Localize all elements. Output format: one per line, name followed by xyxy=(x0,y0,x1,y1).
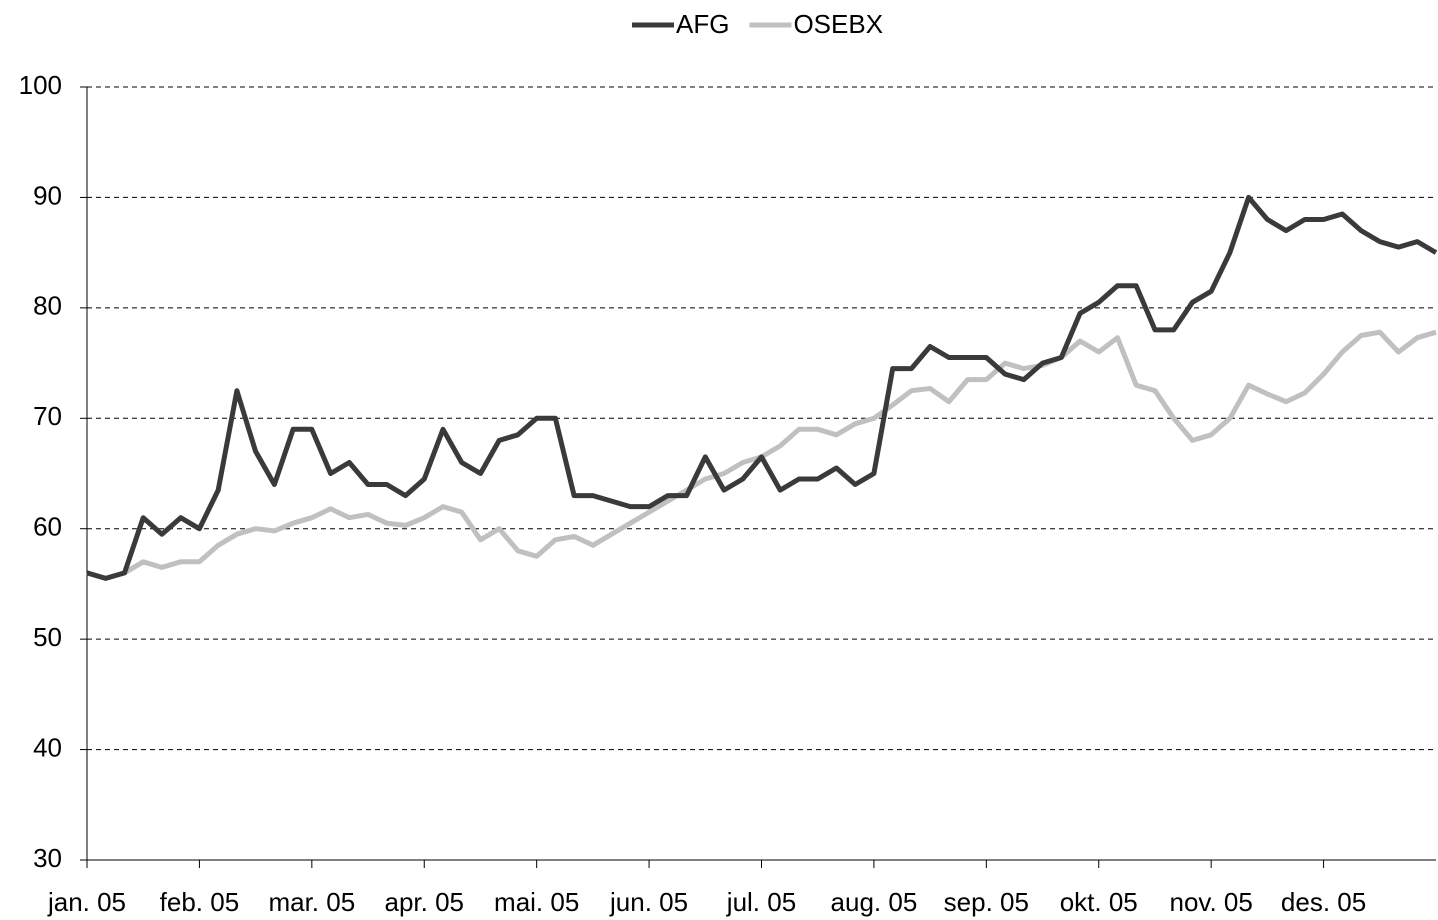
x-tick-label: jun. 05 xyxy=(609,887,688,917)
y-tick-label: 60 xyxy=(33,512,62,542)
y-tick-label: 50 xyxy=(33,622,62,652)
x-tick-label: nov. 05 xyxy=(1169,887,1252,917)
x-tick-label: aug. 05 xyxy=(831,887,918,917)
series-line xyxy=(86,194,1438,581)
x-tick-label: feb. 05 xyxy=(160,887,240,917)
y-tick-label: 90 xyxy=(33,180,62,210)
legend-label: OSEBX xyxy=(793,9,883,39)
legend-label: AFG xyxy=(676,9,729,39)
y-tick-label: 80 xyxy=(33,291,62,321)
x-tick-label: mar. 05 xyxy=(268,887,355,917)
x-tick-label: sep. 05 xyxy=(944,887,1029,917)
x-tick-label: jan. 05 xyxy=(47,887,126,917)
y-tick-label: 30 xyxy=(33,843,62,873)
y-tick-label: 70 xyxy=(33,401,62,431)
x-tick-label: okt. 05 xyxy=(1060,887,1138,917)
x-tick-label: des. 05 xyxy=(1281,887,1366,917)
x-tick-label: jul. 05 xyxy=(726,887,796,917)
y-tick-label: 100 xyxy=(19,70,62,100)
y-tick-label: 40 xyxy=(33,732,62,762)
x-tick-label: apr. 05 xyxy=(384,887,464,917)
x-tick-label: mai. 05 xyxy=(494,887,579,917)
